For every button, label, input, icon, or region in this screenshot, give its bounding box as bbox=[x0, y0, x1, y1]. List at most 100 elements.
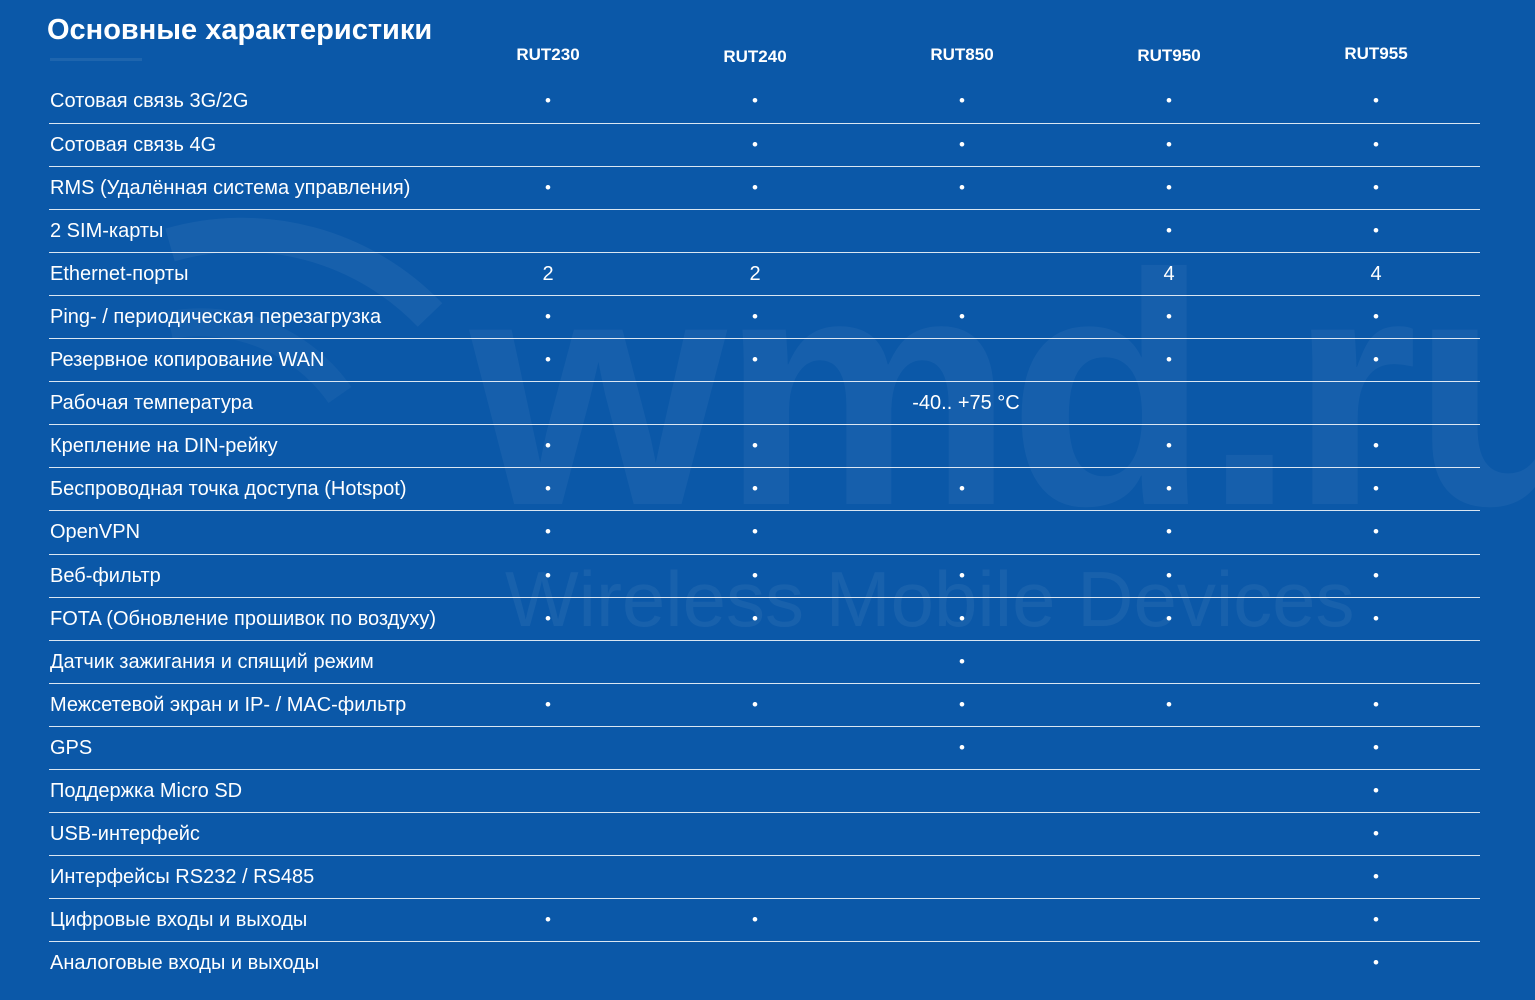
feature-supported-dot: • bbox=[545, 307, 551, 326]
feature-supported-dot: • bbox=[545, 350, 551, 369]
row-label: Ping- / периодическая перезагрузка bbox=[50, 306, 382, 328]
feature-supported-dot: • bbox=[1166, 479, 1172, 498]
column-header-rut240: RUT240 bbox=[723, 47, 787, 66]
brand-tagline-watermark: Wireless Mobile Devices bbox=[505, 555, 1355, 643]
feature-supported-dot: • bbox=[1373, 566, 1379, 585]
table-row: Крепление на DIN-рейку • • • • bbox=[49, 425, 1480, 468]
row-label: Веб-фильтр bbox=[50, 565, 161, 587]
table-row: OpenVPN • • • • bbox=[49, 511, 1480, 555]
feature-value: 2 bbox=[542, 263, 554, 285]
row-label: Межсетевой экран и IP- / MAC-фильтр bbox=[50, 694, 407, 716]
table-row: Поддержка Micro SD • bbox=[49, 770, 1480, 813]
feature-supported-dot: • bbox=[1373, 609, 1379, 628]
feature-value: 4 bbox=[1163, 263, 1175, 285]
row-label: Рабочая температура bbox=[50, 392, 253, 414]
table-row: Аналоговые входы и выходы • bbox=[49, 942, 1480, 984]
feature-supported-dot: • bbox=[959, 178, 965, 197]
table-row: Датчик зажигания и спящий режим • bbox=[49, 641, 1480, 684]
wifi-arc-watermark-icon bbox=[165, 217, 443, 404]
feature-supported-dot: • bbox=[752, 436, 758, 455]
row-label: Датчик зажигания и спящий режим bbox=[50, 651, 374, 673]
feature-supported-dot: • bbox=[1373, 781, 1379, 800]
feature-supported-dot: • bbox=[1373, 824, 1379, 843]
feature-supported-dot: • bbox=[1373, 695, 1379, 714]
row-label: Интерфейсы RS232 / RS485 bbox=[50, 866, 315, 888]
row-label: Сотовая связь 4G bbox=[50, 134, 217, 156]
feature-supported-dot: • bbox=[545, 695, 551, 714]
feature-supported-dot: • bbox=[1373, 307, 1379, 326]
row-label: Поддержка Micro SD bbox=[50, 780, 243, 802]
table-row: USB-интерфейс • bbox=[49, 813, 1480, 856]
feature-supported-dot: • bbox=[1373, 910, 1379, 929]
feature-supported-dot: • bbox=[1166, 91, 1172, 110]
feature-supported-dot: • bbox=[545, 91, 551, 110]
table-row: Беспроводная точка доступа (Hotspot) • • • •… bbox=[49, 468, 1480, 511]
table-row: Рабочая температура -40.. +75 °C bbox=[49, 382, 1480, 425]
feature-supported-dot: • bbox=[1166, 350, 1172, 369]
feature-supported-dot: • bbox=[1166, 436, 1172, 455]
feature-value: 4 bbox=[1370, 263, 1382, 285]
feature-supported-dot: • bbox=[1373, 953, 1379, 972]
feature-supported-dot: • bbox=[1373, 436, 1379, 455]
feature-supported-dot: • bbox=[1166, 221, 1172, 240]
feature-supported-dot: • bbox=[1166, 609, 1172, 628]
feature-supported-dot: • bbox=[959, 91, 965, 110]
feature-supported-dot: • bbox=[545, 522, 551, 541]
feature-supported-dot: • bbox=[752, 695, 758, 714]
row-label: Резервное копирование WAN bbox=[50, 349, 325, 371]
row-label: RMS (Удалённая система управления) bbox=[50, 177, 411, 199]
feature-supported-dot: • bbox=[752, 350, 758, 369]
feature-supported-dot: • bbox=[1166, 695, 1172, 714]
feature-supported-dot: • bbox=[1373, 522, 1379, 541]
feature-supported-dot: • bbox=[545, 479, 551, 498]
feature-supported-dot: • bbox=[752, 522, 758, 541]
feature-supported-dot: • bbox=[959, 652, 965, 671]
feature-supported-dot: • bbox=[959, 307, 965, 326]
row-label: 2 SIM-карты bbox=[50, 220, 164, 242]
table-row: 2 SIM-карты • • bbox=[49, 210, 1480, 253]
column-header-rut950: RUT950 bbox=[1137, 46, 1201, 65]
table-row: Цифровые входы и выходы • • • bbox=[49, 899, 1480, 942]
table-row: GPS • • bbox=[49, 727, 1480, 770]
table-row: Резервное копирование WAN • • • • bbox=[49, 339, 1480, 382]
feature-supported-dot: • bbox=[545, 178, 551, 197]
table-row: Сотовая связь 3G/2G • • • • • bbox=[49, 80, 1480, 124]
feature-supported-dot: • bbox=[959, 135, 965, 154]
row-label: Беспроводная точка доступа (Hotspot) bbox=[50, 478, 407, 500]
brand-watermark: wmd.ru bbox=[470, 225, 1535, 555]
feature-supported-dot: • bbox=[959, 738, 965, 757]
feature-supported-dot: • bbox=[752, 479, 758, 498]
table-row: RMS (Удалённая система управления) • • • • • bbox=[49, 167, 1480, 210]
feature-supported-dot: • bbox=[1166, 135, 1172, 154]
feature-supported-dot: • bbox=[1373, 91, 1379, 110]
row-label: GPS bbox=[50, 737, 93, 759]
feature-value: 2 bbox=[749, 263, 761, 285]
row-label: Сотовая связь 3G/2G bbox=[50, 90, 249, 112]
feature-supported-dot: • bbox=[1373, 221, 1379, 240]
row-label: USB-интерфейс bbox=[50, 823, 200, 845]
row-span-value: -40.. +75 °C bbox=[912, 392, 1020, 414]
feature-supported-dot: • bbox=[959, 566, 965, 585]
row-label: Аналоговые входы и выходы bbox=[50, 952, 320, 974]
feature-supported-dot: • bbox=[1166, 566, 1172, 585]
feature-supported-dot: • bbox=[752, 91, 758, 110]
table-row: Веб-фильтр • • • • • bbox=[49, 555, 1480, 598]
feature-supported-dot: • bbox=[752, 135, 758, 154]
feature-supported-dot: • bbox=[545, 609, 551, 628]
feature-supported-dot: • bbox=[959, 609, 965, 628]
feature-supported-dot: • bbox=[959, 479, 965, 498]
row-label: OpenVPN bbox=[50, 521, 141, 543]
column-header-rut955: RUT955 bbox=[1344, 44, 1408, 63]
feature-supported-dot: • bbox=[1373, 867, 1379, 886]
table-row: Интерфейсы RS232 / RS485 • bbox=[49, 856, 1480, 899]
feature-supported-dot: • bbox=[752, 910, 758, 929]
row-label: Крепление на DIN-рейку bbox=[50, 435, 278, 457]
table-row: FOTA (Обновление прошивок по воздуху) • • •… bbox=[49, 598, 1480, 641]
row-label: FOTA (Обновление прошивок по воздуху) bbox=[50, 608, 436, 630]
feature-supported-dot: • bbox=[1373, 479, 1379, 498]
feature-supported-dot: • bbox=[1373, 135, 1379, 154]
feature-supported-dot: • bbox=[1166, 178, 1172, 197]
table-row: Сотовая связь 4G • • • • bbox=[49, 124, 1480, 167]
feature-supported-dot: • bbox=[959, 695, 965, 714]
